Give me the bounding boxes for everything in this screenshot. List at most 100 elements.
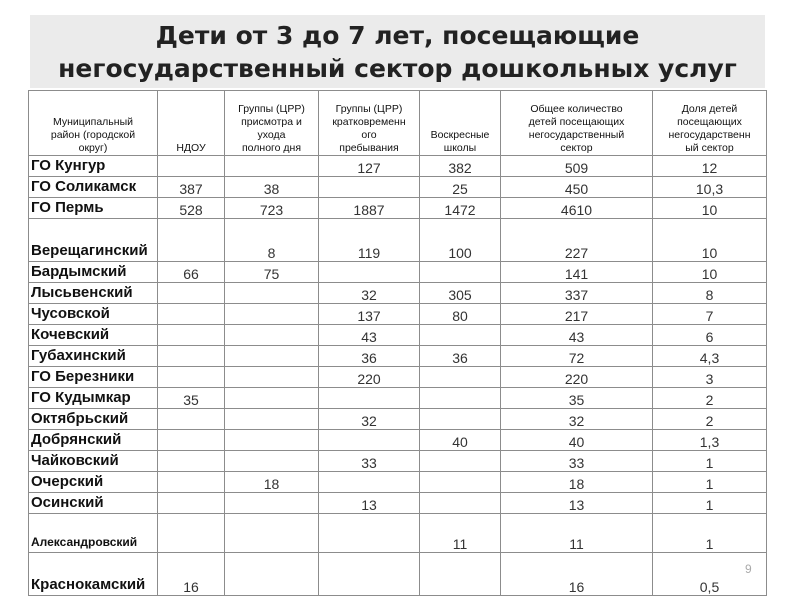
row-label: Добрянский [28, 429, 158, 451]
header-line: школы [443, 142, 477, 154]
table-cell: 227 [500, 218, 653, 262]
table-cell: 220 [500, 366, 653, 388]
table-cell [157, 282, 225, 304]
table-cell: 387 [157, 176, 225, 198]
header-line: Группы (ЦРР) [335, 103, 403, 115]
table-cell [157, 303, 225, 325]
table-cell: 32 [318, 408, 420, 430]
table-cell: 35 [500, 387, 653, 409]
table-cell: 137 [318, 303, 420, 325]
table-cell: 33 [500, 450, 653, 472]
table-cell: 66 [157, 261, 225, 283]
table-cell [419, 366, 501, 388]
table-row: ГО Пермь 528 723 1887 1472 4610 10 [28, 197, 767, 219]
header-line: НДОУ [176, 142, 206, 154]
header-cell: НДОУ [157, 90, 225, 156]
table-cell [157, 450, 225, 472]
row-label: Краснокамский [28, 552, 158, 596]
table-cell: 1 [652, 471, 767, 493]
table-cell [318, 471, 420, 493]
table-cell: 1472 [419, 197, 501, 219]
table-cell: 18 [224, 471, 319, 493]
table-cell: 509 [500, 155, 653, 177]
table-cell: 36 [419, 345, 501, 367]
table-cell: 4610 [500, 197, 653, 219]
slide-title: Дети от 3 до 7 лет, посещающие негосудар… [30, 15, 765, 88]
row-label: Александровский [28, 513, 158, 553]
table-cell: 7 [652, 303, 767, 325]
row-label: Лысьвенский [28, 282, 158, 304]
table-cell: 723 [224, 197, 319, 219]
table-cell: 2 [652, 387, 767, 409]
table-cell: 10 [652, 218, 767, 262]
table-cell: 40 [419, 429, 501, 451]
header-line: присмотра и [241, 116, 302, 128]
table-cell [157, 471, 225, 493]
table-cell: 450 [500, 176, 653, 198]
header-line: негосударственн [668, 129, 751, 141]
table-cell [157, 324, 225, 346]
table-body: ГО Кунгур 127 382 509 12 ГО Соликамск 387 38 25 4… [28, 155, 767, 596]
table-cell: 35 [157, 387, 225, 409]
row-label: Губахинский [28, 345, 158, 367]
table-cell [224, 366, 319, 388]
table-cell: 141 [500, 261, 653, 283]
table-cell: 127 [318, 155, 420, 177]
page-number: 9 [745, 562, 752, 576]
table-cell: 10,3 [652, 176, 767, 198]
header-line: район (городской [50, 129, 136, 141]
header-line: пребывания [339, 142, 399, 154]
table-cell: 12 [652, 155, 767, 177]
table-cell [419, 492, 501, 514]
header-line: ого [361, 129, 377, 141]
table-cell: 6 [652, 324, 767, 346]
table-cell: 13 [318, 492, 420, 514]
table-cell: 3 [652, 366, 767, 388]
row-label: Кочевский [28, 324, 158, 346]
table-cell: 217 [500, 303, 653, 325]
table-cell [224, 450, 319, 472]
table-cell [224, 408, 319, 430]
table-row: Добрянский 40 40 1,3 [28, 429, 767, 451]
table-cell [224, 155, 319, 177]
header-row: Муниципальный район (городской округ) НДОУ Г… [28, 90, 767, 156]
table-row: Верещагинский 8 119 100 227 10 [28, 218, 767, 262]
header-line: Доля детей [681, 103, 738, 115]
table-row: ГО Кунгур 127 382 509 12 [28, 155, 767, 177]
table-cell [224, 303, 319, 325]
header-cell: Воскресные школы [419, 90, 501, 156]
table-cell [157, 492, 225, 514]
table-cell [419, 324, 501, 346]
row-label: Октябрьский [28, 408, 158, 430]
row-label: ГО Соликамск [28, 176, 158, 198]
table-cell: 1,3 [652, 429, 767, 451]
table-cell: 32 [318, 282, 420, 304]
table-cell: 36 [318, 345, 420, 367]
header-line: Муниципальный [53, 116, 133, 128]
table-cell [157, 218, 225, 262]
table-row: Краснокамский 16 16 0,5 [28, 552, 767, 596]
table-cell: 0,5 [652, 552, 767, 596]
table-cell [224, 282, 319, 304]
table-cell: 11 [500, 513, 653, 553]
table-cell [157, 513, 225, 553]
table-cell: 25 [419, 176, 501, 198]
table-cell: 382 [419, 155, 501, 177]
table-cell [224, 492, 319, 514]
table-cell [419, 408, 501, 430]
table-cell: 1 [652, 492, 767, 514]
table-cell: 8 [224, 218, 319, 262]
table-cell: 10 [652, 197, 767, 219]
table-cell: 1887 [318, 197, 420, 219]
header-line: ый сектор [685, 142, 734, 154]
table-cell: 220 [318, 366, 420, 388]
row-label: Верещагинский [28, 218, 158, 262]
table-cell: 75 [224, 261, 319, 283]
header-line: сектор [560, 142, 593, 154]
table-row: ГО Березники 220 220 3 [28, 366, 767, 388]
header-cell: Муниципальный район (городской округ) [28, 90, 158, 156]
table-cell: 16 [157, 552, 225, 596]
table-row: Александровский 11 11 1 [28, 513, 767, 553]
row-label: Чусовской [28, 303, 158, 325]
